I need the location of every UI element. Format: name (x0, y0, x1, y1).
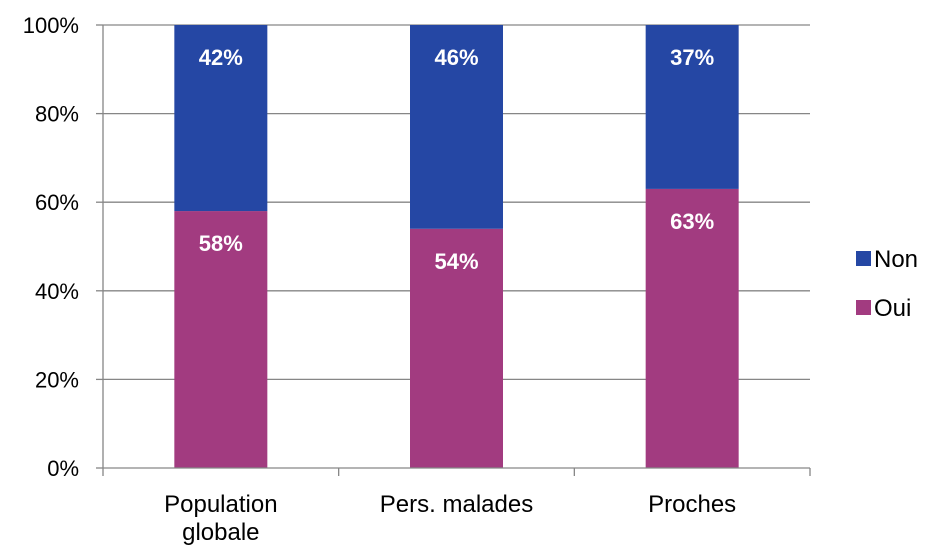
bar-oui-1 (410, 228, 503, 468)
legend: Non Oui (856, 246, 918, 322)
data-label-non-1: 46% (434, 45, 478, 70)
x-tick-label: globale (182, 519, 259, 546)
y-tick-labels: 0% 20% 40% 60% 80% 100% (23, 13, 79, 481)
y-tick-label: 0% (47, 456, 79, 481)
data-label-oui-0: 58% (199, 231, 243, 256)
y-tick-label: 40% (35, 279, 79, 304)
bar-non-2 (645, 25, 739, 189)
bar-oui-2 (645, 188, 739, 468)
data-label-non-2: 37% (670, 45, 714, 70)
data-label-non-0: 42% (199, 45, 243, 70)
legend-swatch-non (856, 251, 871, 266)
bar-oui-0 (174, 211, 268, 468)
x-tick-label: Population (164, 491, 277, 518)
legend-label-non: Non (874, 246, 918, 273)
y-tick-label: 80% (35, 102, 79, 127)
y-tick-label: 20% (35, 367, 79, 392)
data-label-oui-2: 63% (670, 209, 714, 234)
bar-non-0 (174, 25, 268, 212)
bars (174, 25, 739, 468)
data-label-oui-1: 54% (434, 249, 478, 274)
axes (96, 24, 811, 476)
data-labels: 58% 42% 54% 46% 63% 37% (199, 45, 714, 274)
legend-swatch-oui (856, 300, 871, 315)
legend-label-oui: Oui (874, 295, 911, 322)
x-tick-label: Pers. malades (380, 491, 533, 518)
y-tick-label: 60% (35, 190, 79, 215)
bar-non-1 (410, 25, 503, 229)
x-tick-label: Proches (648, 491, 736, 518)
y-tick-label: 100% (23, 13, 79, 38)
